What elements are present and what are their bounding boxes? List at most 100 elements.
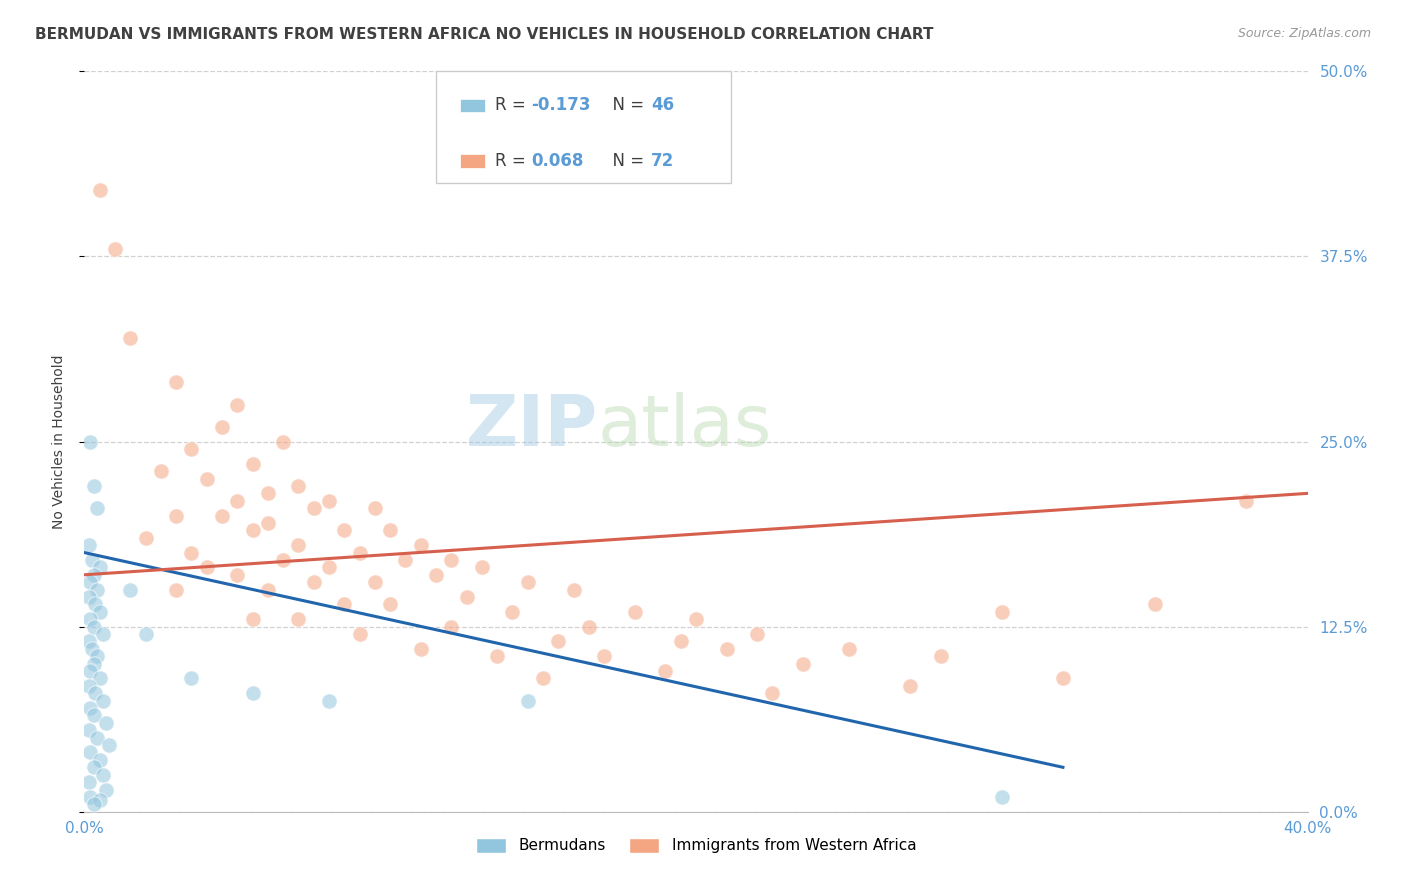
Point [1143,598,1166,612]
Point [97,738,120,752]
Point [669,634,692,648]
Point [364,501,387,516]
Point [83,760,105,774]
Point [409,641,432,656]
Point [86,582,108,597]
Text: N =: N = [602,96,650,114]
Point [79,701,101,715]
Point [349,627,371,641]
Point [89,672,111,686]
Text: N =: N = [602,152,650,169]
Point [271,553,294,567]
Point [502,605,524,619]
Point [287,538,309,552]
Point [287,479,309,493]
Point [211,508,233,523]
Text: 72: 72 [651,152,675,169]
Point [624,605,647,619]
Point [149,464,172,478]
Point [77,723,100,738]
Legend: Bermudans, Immigrants from Western Africa: Bermudans, Immigrants from Western Afric… [470,831,922,860]
Point [89,183,111,197]
Point [302,575,325,590]
Point [257,582,280,597]
Point [91,694,114,708]
Point [333,598,356,612]
Point [425,567,447,582]
Point [991,789,1014,804]
Point [120,331,142,345]
Text: R =: R = [495,96,531,114]
Point [83,797,105,812]
Point [86,649,108,664]
Text: ZIP: ZIP [465,392,598,461]
Point [302,501,325,516]
Point [89,793,111,807]
Point [83,479,105,493]
Point [120,582,142,597]
Point [77,538,100,552]
Point [180,546,202,560]
Point [86,501,108,516]
Point [761,686,783,700]
Point [929,649,952,664]
Point [654,664,676,678]
Point [195,560,218,574]
Point [79,575,101,590]
Point [716,641,738,656]
Point [440,619,463,633]
Point [394,553,416,567]
Point [91,767,114,781]
Text: Source: ZipAtlas.com: Source: ZipAtlas.com [1237,27,1371,40]
Point [89,560,111,574]
Point [77,679,100,693]
Point [89,605,111,619]
Point [77,775,100,789]
Point [135,531,157,545]
Point [318,493,340,508]
Point [84,686,107,700]
Y-axis label: No Vehicles in Household: No Vehicles in Household [52,354,66,529]
Point [211,419,233,434]
Point [86,731,108,745]
Point [180,672,202,686]
Point [409,538,432,552]
Point [165,376,187,390]
Text: atlas: atlas [598,392,772,461]
Point [94,715,117,730]
Point [1236,493,1258,508]
Point [486,649,509,664]
Point [747,627,769,641]
Point [531,672,554,686]
Point [180,442,202,456]
Point [547,634,569,648]
Point [257,516,280,530]
Point [838,641,860,656]
Point [104,242,127,256]
Point [91,627,114,641]
Point [77,634,100,648]
Point [94,782,117,797]
Point [83,619,105,633]
Point [364,575,387,590]
Point [991,605,1014,619]
Point [898,679,921,693]
Point [79,746,101,760]
Point [333,524,356,538]
Text: 46: 46 [651,96,673,114]
Text: BERMUDAN VS IMMIGRANTS FROM WESTERN AFRICA NO VEHICLES IN HOUSEHOLD CORRELATION : BERMUDAN VS IMMIGRANTS FROM WESTERN AFRI… [35,27,934,42]
Point [380,598,402,612]
Point [89,753,111,767]
Point [318,560,340,574]
Point [242,612,264,626]
Point [242,457,264,471]
Point [593,649,616,664]
Point [242,686,264,700]
Point [165,508,187,523]
Point [562,582,585,597]
Text: R =: R = [495,152,531,169]
Point [165,582,187,597]
Point [79,664,101,678]
Point [578,619,600,633]
Point [318,694,340,708]
